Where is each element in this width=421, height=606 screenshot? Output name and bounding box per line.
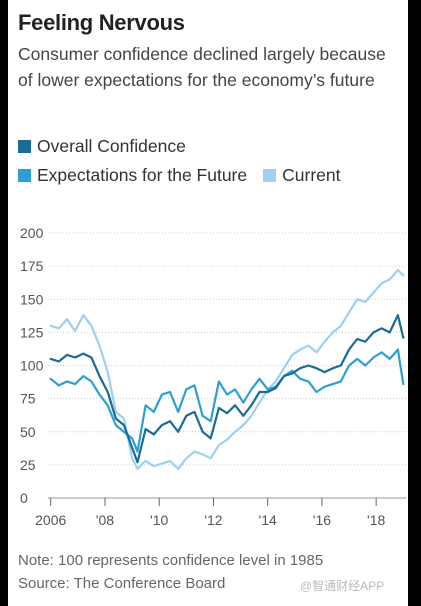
legend-swatch-current bbox=[263, 169, 277, 182]
legend-row-1: Overall Confidence bbox=[18, 136, 202, 157]
chart-subtitle: Consumer confidence declined largely bec… bbox=[18, 44, 386, 90]
chart-source: Source: The Conference Board bbox=[18, 575, 226, 592]
y-tick-label: 100 bbox=[20, 358, 44, 374]
y-tick-label: 200 bbox=[20, 225, 44, 241]
y-tick-label: 75 bbox=[20, 391, 36, 407]
watermark-text: @智通财经APP bbox=[300, 579, 385, 593]
chart-card: Feeling Nervous Consumer confidence decl… bbox=[8, 0, 408, 606]
y-tick-label: 175 bbox=[20, 258, 44, 274]
x-tick-label: '18 bbox=[367, 512, 385, 528]
y-tick-label: 150 bbox=[20, 291, 44, 307]
series-line-expectations-for-the-future bbox=[49, 348, 405, 453]
y-tick-label: 0 bbox=[20, 490, 28, 506]
x-tick-label: '10 bbox=[150, 512, 168, 528]
x-tick-label: 2006 bbox=[35, 512, 66, 528]
legend-label-current: Current bbox=[282, 165, 341, 185]
legend-item-current: Current bbox=[263, 165, 340, 186]
y-tick-label: 125 bbox=[20, 324, 44, 340]
legend-swatch-expectations bbox=[18, 169, 31, 182]
legend-row-2: Expectations for the Future Current bbox=[18, 165, 356, 186]
chart-note: Note: 100 represents confidence level in… bbox=[18, 552, 324, 569]
legend-swatch-overall bbox=[18, 140, 31, 153]
x-tick-label: '12 bbox=[204, 512, 222, 528]
x-tick-label: '16 bbox=[313, 512, 331, 528]
legend-label-overall: Overall Confidence bbox=[37, 136, 186, 156]
legend-item-overall: Overall Confidence bbox=[18, 136, 186, 157]
x-tick-label: '08 bbox=[96, 512, 114, 528]
x-tick-label: '14 bbox=[259, 512, 277, 528]
series-line-current bbox=[49, 268, 405, 470]
y-tick-label: 50 bbox=[20, 424, 36, 440]
legend-label-expectations: Expectations for the Future bbox=[37, 165, 248, 185]
y-tick-label: 25 bbox=[20, 457, 36, 473]
chart-title: Feeling Nervous bbox=[18, 10, 185, 35]
legend-item-expectations: Expectations for the Future bbox=[18, 165, 247, 186]
line-chart: 0 25 50 75 100 125 150 175 200 2006 '08 '10 '12 '14 '1… bbox=[20, 225, 406, 528]
series-line-overall-confidence bbox=[49, 314, 405, 464]
